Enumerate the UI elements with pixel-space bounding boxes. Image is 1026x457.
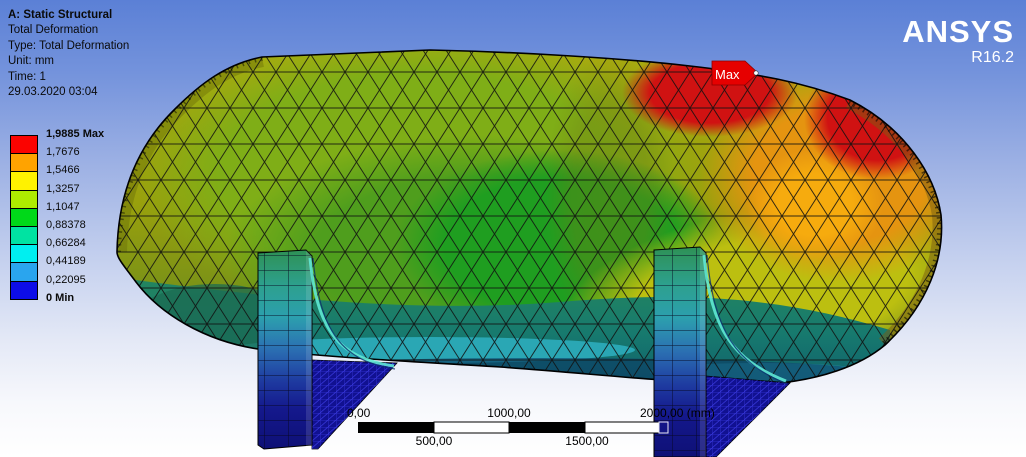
legend-band-red <box>11 136 37 155</box>
ruler-label-2000: 2000,00 (mm) <box>640 406 715 420</box>
legend-band-yellowgreen <box>11 190 37 209</box>
legend-label: 1,1047 <box>46 200 80 213</box>
result-info-block: A: Static Structural Total Deformation T… <box>8 8 129 100</box>
legend-label: 1,3257 <box>46 182 80 195</box>
ruler-label-1000: 1000,00 <box>487 406 531 420</box>
legend-band-skyblue <box>11 263 37 282</box>
max-probe-annotation: Max <box>711 60 759 86</box>
ansys-logo: ANSYS R16.2 <box>902 14 1014 67</box>
saddle-support-left <box>257 249 398 450</box>
legend-band-cyan <box>11 245 37 264</box>
legend-label: 1,7676 <box>46 146 80 159</box>
legend-band-blue <box>11 281 37 299</box>
scale-ruler: 0,00 1000,00 2000,00 (mm) 500,00 1500,00 <box>347 406 715 448</box>
legend-band-yellow <box>11 172 37 191</box>
ansys-logo-version: R16.2 <box>971 49 1014 66</box>
legend-label: 1,5466 <box>46 164 80 177</box>
result-type: Type: Total Deformation <box>8 39 130 52</box>
ruler-label-1500: 1500,00 <box>565 434 609 448</box>
contour-legend: 1,9885 Max 1,7676 1,5466 1,3257 1,1047 0… <box>8 128 138 318</box>
legend-label-min: 0 Min <box>46 291 75 304</box>
result-unit: Unit: mm <box>8 55 54 68</box>
pressure-vessel-model <box>116 49 943 386</box>
max-flag <box>711 60 759 86</box>
support-gusset-edge <box>308 257 395 368</box>
ruler-end-handle <box>658 421 669 434</box>
legend-label: 0,22095 <box>46 273 86 286</box>
max-flag-label: Max <box>715 67 740 82</box>
legend-label-max: 1,9885 Max <box>46 128 105 140</box>
ansys-logo-name: ANSYS <box>902 14 1014 49</box>
analysis-system-title: A: Static Structural <box>8 9 113 21</box>
legend-label: 0,44189 <box>46 255 86 268</box>
fe-mesh-overlay <box>117 50 942 385</box>
legend-label: 0,66284 <box>46 237 86 250</box>
legend-color-bar <box>10 135 38 300</box>
max-point-dot <box>753 70 759 76</box>
support-gusset-edge <box>702 254 787 383</box>
ruler-label-500: 500,00 <box>416 434 453 448</box>
saddle-support-right <box>653 246 791 457</box>
legend-band-orange <box>11 154 37 173</box>
legend-band-seagreen <box>11 226 37 246</box>
result-time: Time: 1 <box>8 70 46 83</box>
result-timestamp: 29.03.2020 03:04 <box>8 86 98 99</box>
result-name: Total Deformation <box>8 24 99 37</box>
legend-band-green <box>11 208 37 227</box>
ruler-label-0: 0,00 <box>347 406 371 420</box>
legend-label: 0,88378 <box>46 219 86 231</box>
